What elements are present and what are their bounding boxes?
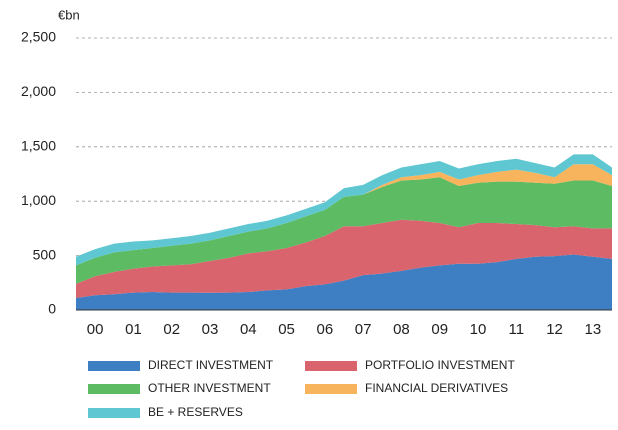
x-tick-label: 13 <box>585 321 602 338</box>
x-tick-label: 04 <box>240 321 257 338</box>
legend-label: DIRECT INVESTMENT <box>148 358 274 372</box>
area <box>76 219 612 299</box>
legend-swatch <box>88 384 140 394</box>
legend-swatch <box>305 384 357 394</box>
y-tick-label: 2,500 <box>21 29 56 45</box>
x-tick-label: 05 <box>278 321 295 338</box>
area <box>76 177 612 284</box>
area <box>76 154 612 266</box>
x-tick-label: 11 <box>508 321 524 338</box>
y-axis-label: €bn <box>58 7 80 22</box>
x-tick-label: 01 <box>125 321 142 338</box>
legend-swatch <box>88 361 140 371</box>
legend-label: BE + RESERVES <box>148 405 243 419</box>
legend-label: OTHER INVESTMENT <box>148 381 271 395</box>
area <box>76 254 612 310</box>
x-tick-label: 07 <box>355 321 372 338</box>
x-tick-label: 00 <box>87 321 104 338</box>
y-tick-label: 500 <box>33 246 57 262</box>
y-tick-label: 1,500 <box>21 138 56 154</box>
legend-swatch <box>305 361 357 371</box>
x-tick-label: 10 <box>470 321 487 338</box>
x-tick-label: 06 <box>317 321 334 338</box>
legend-swatch <box>88 408 140 418</box>
x-tick-label: 09 <box>431 321 448 338</box>
y-tick-label: 0 <box>48 301 56 317</box>
x-tick-label: 12 <box>546 321 563 338</box>
x-tick-label: 08 <box>393 321 410 338</box>
x-tick-label: 02 <box>163 321 180 338</box>
legend-label: FINANCIAL DERIVATIVES <box>365 381 508 395</box>
legend-label: PORTFOLIO INVESTMENT <box>365 358 515 372</box>
y-tick-label: 1,000 <box>21 192 56 208</box>
y-tick-label: 2,000 <box>21 83 56 99</box>
x-tick-label: 03 <box>202 321 219 338</box>
